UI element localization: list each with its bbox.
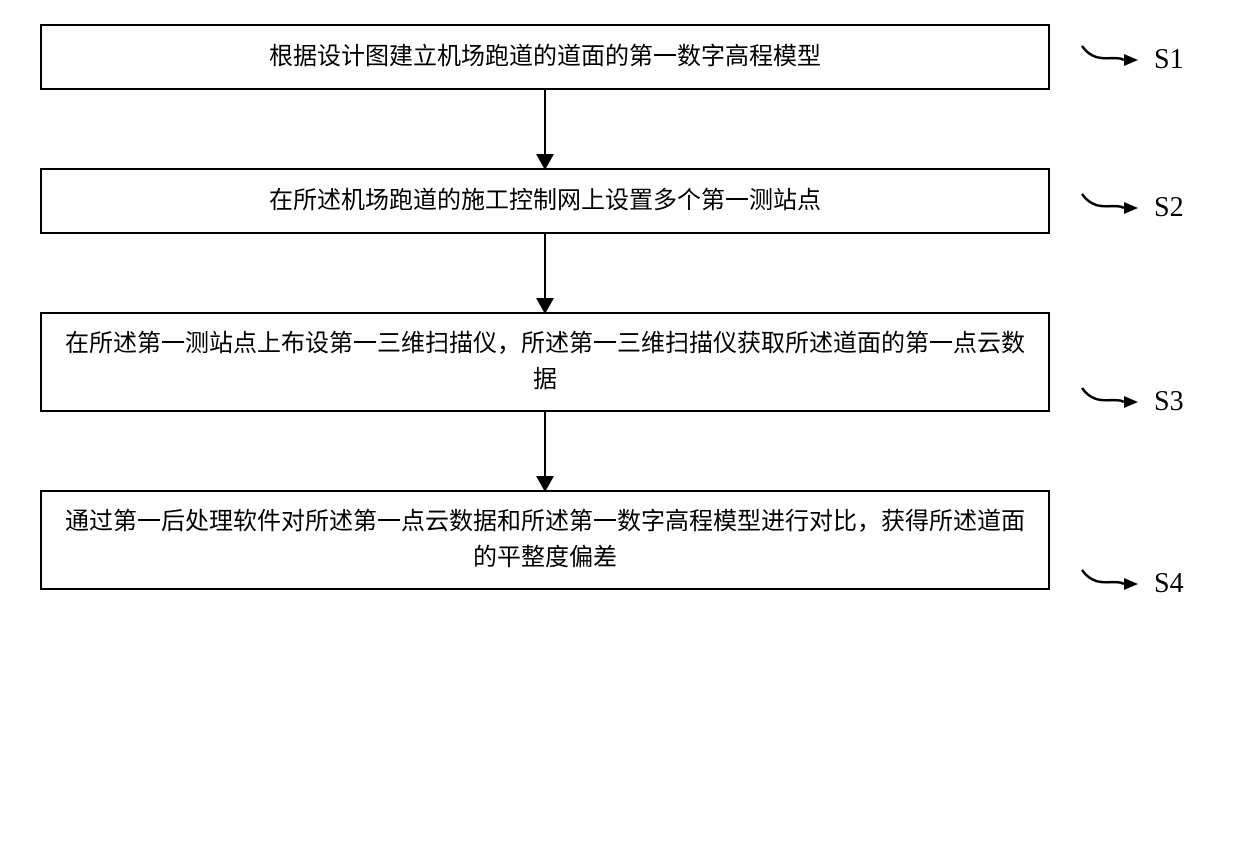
curved-arrow-icon: [1078, 40, 1148, 80]
arrow-s2-s3: [544, 234, 546, 312]
flowchart-container: 根据设计图建立机场跑道的道面的第一数字高程模型 在所述机场跑道的施工控制网上设置…: [40, 24, 1050, 590]
label-s3-group: S3: [1078, 382, 1184, 422]
arrow-s1-s2: [544, 90, 546, 168]
step-box-s1: 根据设计图建立机场跑道的道面的第一数字高程模型: [40, 24, 1050, 90]
curved-arrow-icon: [1078, 382, 1148, 422]
step-text: 通过第一后处理软件对所述第一点云数据和所述第一数字高程模型进行对比，获得所述道面…: [62, 504, 1028, 576]
step-text: 根据设计图建立机场跑道的道面的第一数字高程模型: [269, 39, 821, 75]
step-label: S1: [1154, 44, 1184, 76]
label-s4-group: S4: [1078, 564, 1184, 604]
step-text: 在所述机场跑道的施工控制网上设置多个第一测站点: [269, 183, 821, 219]
step-label: S3: [1154, 386, 1184, 418]
step-box-s3: 在所述第一测站点上布设第一三维扫描仪，所述第一三维扫描仪获取所述道面的第一点云数…: [40, 312, 1050, 412]
step-box-s2: 在所述机场跑道的施工控制网上设置多个第一测站点: [40, 168, 1050, 234]
step-label: S2: [1154, 192, 1184, 224]
step-box-s4: 通过第一后处理软件对所述第一点云数据和所述第一数字高程模型进行对比，获得所述道面…: [40, 490, 1050, 590]
arrow-s3-s4: [544, 412, 546, 490]
step-label: S4: [1154, 568, 1184, 600]
label-s1-group: S1: [1078, 40, 1184, 80]
curved-arrow-icon: [1078, 564, 1148, 604]
step-text: 在所述第一测站点上布设第一三维扫描仪，所述第一三维扫描仪获取所述道面的第一点云数…: [62, 326, 1028, 398]
curved-arrow-icon: [1078, 188, 1148, 228]
label-s2-group: S2: [1078, 188, 1184, 228]
